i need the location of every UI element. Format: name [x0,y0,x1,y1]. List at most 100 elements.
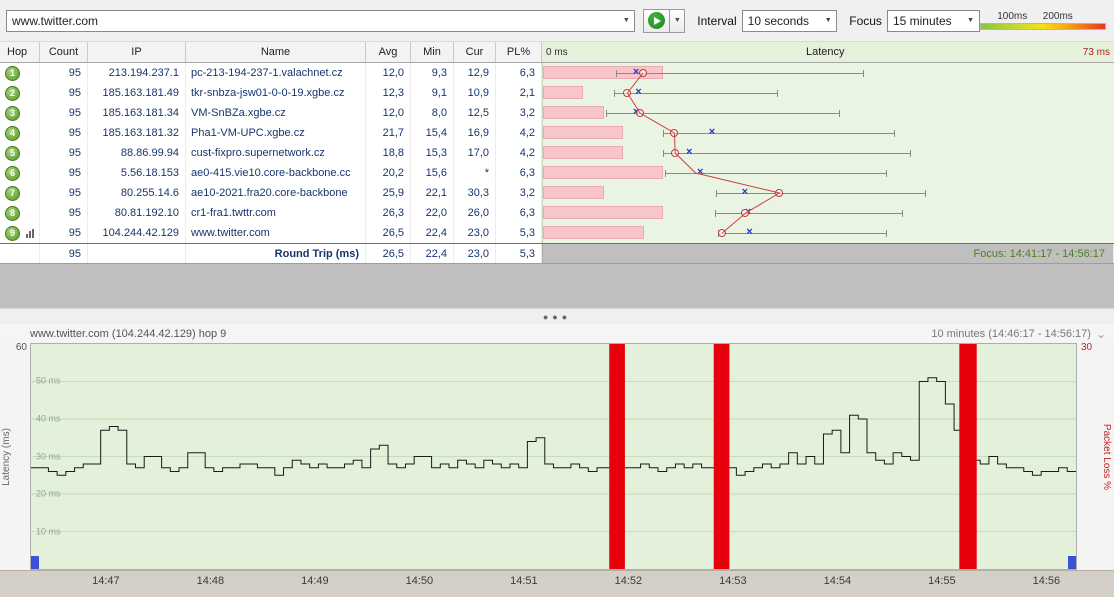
panel-splitter[interactable]: ●●● [0,308,1114,324]
interval-combobox[interactable]: 10 seconds ▼ [741,9,838,32]
chevron-down-icon[interactable]: ▼ [622,17,630,24]
timeline-range-selector[interactable]: 10 minutes (14:46:17 - 14:56:17) ⌄ [931,328,1106,340]
hop-row[interactable]: 2 95 185.163.181.49 tkr-snbza-jsw01-0-0-… [0,83,1114,103]
cell-avg: 20,2 [366,163,411,183]
cell-cur: 16,9 [454,123,496,143]
cell-count: 95 [40,83,88,103]
cell-min: 15,6 [411,163,454,183]
avg-x-marker: × [746,226,753,238]
col-header-count[interactable]: Count [40,42,88,62]
hop-row[interactable]: 9 95 104.244.42.129 www.twitter.com 26,5… [0,223,1114,243]
focus-combobox[interactable]: 15 minutes ▼ [886,9,980,32]
cell-pl: 6,3 [496,63,542,83]
hop-row[interactable]: 5 95 88.86.99.94 cust-fixpro.supernetwor… [0,143,1114,163]
summary-avg: 26,5 [366,244,411,263]
col-header-ip[interactable]: IP [88,42,186,62]
timeline-panel: www.twitter.com (104.244.42.129) hop 9 1… [0,324,1114,597]
hop-number-badge: 5 [5,145,20,161]
packet-loss-axis: 30 Packet Loss % [1077,342,1114,570]
cell-ip: 185.163.181.49 [88,83,186,103]
hop-latency-plot: × [542,103,1114,123]
hop-row[interactable]: 3 95 185.163.181.34 VM-SnBZa.xgbe.cz 12,… [0,103,1114,123]
summary-min: 22,4 [411,244,454,263]
cell-count: 95 [40,223,88,243]
hop-latency-plot: × [542,203,1114,223]
hop-row[interactable]: 7 95 80.255.14.6 ae10-2021.fra20.core-ba… [0,183,1114,203]
range-whisker [718,230,888,237]
hop-latency-plot: × [542,183,1114,203]
cell-ip: 213.194.237.1 [88,63,186,83]
x-axis-label: 14:53 [719,575,747,587]
cell-min: 15,3 [411,143,454,163]
chevron-down-icon[interactable]: ⌄ [1095,326,1106,341]
col-header-cur[interactable]: Cur [454,42,496,62]
hop-row[interactable]: 8 95 80.81.192.10 cr1-fra1.twttr.com 26,… [0,203,1114,223]
cell-cur: * [454,163,496,183]
hop-latency-plot: × [542,63,1114,83]
empty-area [0,263,1114,308]
hop-number-badge: 6 [5,165,20,181]
hop-number-badge: 7 [5,185,20,201]
packet-loss-bar [543,106,604,119]
cell-min: 22,0 [411,203,454,223]
hop-number-badge: 9 [5,225,20,241]
cell-ip: 80.81.192.10 [88,203,186,223]
cell-pl: 4,2 [496,143,542,163]
x-axis-label: 14:50 [405,575,434,587]
focus-handle-right[interactable] [1068,556,1076,569]
cell-name: pc-213-194-237-1.valachnet.cz [186,63,366,83]
timeline-plot[interactable]: 50 ms 40 ms 30 ms 20 ms 10 ms [30,343,1077,570]
timeline-x-axis-strip: 14:47 14:48 14:49 14:50 14:51 14:52 14:53 14:54… [0,570,1114,597]
current-marker [775,189,783,197]
cell-cur: 26,0 [454,203,496,223]
start-trace-dropdown[interactable]: ▼ [670,8,686,33]
summary-pl: 5,3 [496,244,542,263]
range-whisker [615,70,864,77]
col-header-pl[interactable]: PL% [496,42,542,62]
cell-pl: 5,3 [496,223,542,243]
cell-cur: 17,0 [454,143,496,163]
col-header-hop[interactable]: Hop [0,42,40,62]
avg-x-marker: × [635,86,642,98]
start-trace-button[interactable] [643,8,671,33]
x-axis-label: 14:51 [510,575,538,587]
packet-loss-bar [543,186,604,199]
hop-row[interactable]: 6 95 5.56.18.153 ae0-415.vie10.core-back… [0,163,1114,183]
hop-number-badge: 4 [5,125,20,141]
focus-value: 15 minutes [892,13,952,28]
col-header-name[interactable]: Name [186,42,366,62]
play-icon [648,12,666,29]
cell-ip: 5.56.18.153 [88,163,186,183]
packet-loss-axis-max: 30 [1081,342,1093,353]
cell-name: ae10-2021.fra20.core-backbone [186,183,366,203]
cell-avg: 21,7 [366,123,411,143]
focus-handle-left[interactable] [31,556,39,569]
hop-row[interactable]: 4 95 185.163.181.32 Pha1-VM-UPC.xgbe.cz … [0,123,1114,143]
current-marker [635,109,644,117]
toolbar: www.twitter.com ▼ ▼ Interval 10 seconds … [0,0,1114,42]
cell-avg: 12,3 [366,83,411,103]
hop-number-badge: 2 [5,85,20,101]
x-axis-label: 14:52 [614,575,643,587]
cell-pl: 6,3 [496,163,542,183]
trace-rows: 1 95 213.194.237.1 pc-213-194-237-1.vala… [0,63,1114,243]
packet-loss-bar [543,146,623,159]
cell-avg: 26,3 [366,203,411,223]
timeline-range-label: 10 minutes (14:46:17 - 14:56:17) [931,327,1091,340]
cell-pl: 3,2 [496,103,542,123]
round-trip-label: Round Trip (ms) [186,244,366,263]
legend-label-200ms: 200ms [1042,11,1073,22]
col-header-avg[interactable]: Avg [366,42,411,62]
cell-name: cust-fixpro.supernetwork.cz [186,143,366,163]
chevron-down-icon[interactable]: ▼ [967,17,975,24]
col-header-min[interactable]: Min [411,42,454,62]
avg-x-marker: × [686,146,693,158]
chevron-down-icon[interactable]: ▼ [824,17,832,24]
target-combobox[interactable]: www.twitter.com ▼ [6,9,636,32]
x-axis-label: 14:56 [1032,575,1061,587]
cell-ip: 80.255.14.6 [88,183,186,203]
hop-row[interactable]: 1 95 213.194.237.1 pc-213-194-237-1.vala… [0,63,1114,83]
hop-latency-plot: × [542,143,1114,163]
cell-ip: 185.163.181.32 [88,123,186,143]
timeline-header: www.twitter.com (104.244.42.129) hop 9 1… [0,324,1114,343]
